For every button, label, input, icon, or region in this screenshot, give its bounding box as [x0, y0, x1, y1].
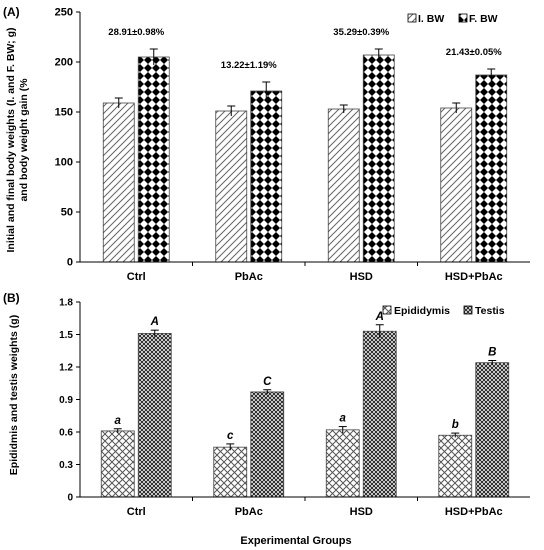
- x-tick-label: PbAc: [235, 506, 263, 518]
- bar-a-series0: [440, 107, 473, 263]
- y-tick-label: 0: [67, 257, 73, 269]
- significance-letter: c: [227, 430, 234, 442]
- gain-annotation: 35.29±0.39%: [333, 27, 389, 38]
- bar-b-series1: [250, 391, 285, 498]
- panel-label-b: (B): [3, 291, 20, 305]
- legend-label-testis: Testis: [475, 305, 505, 317]
- significance-letter: a: [115, 415, 122, 427]
- y-tick-label: 200: [55, 57, 73, 69]
- bars-a: 28.91±0.98% 13.22±1.19% 35.29±0.39% 21.43±0…: [102, 27, 508, 263]
- legend-b: Epididymis Testis: [382, 305, 505, 317]
- y-ticks-b: 0 0.3 0.6 0.9 1.2 1.5 1.8: [59, 298, 80, 504]
- gain-annotation: 13.22±1.19%: [221, 60, 277, 71]
- legend-swatch-epididymis: [382, 305, 392, 315]
- significance-letter: A: [375, 311, 384, 323]
- x-tick-label: PbAc: [235, 271, 263, 283]
- x-tick-label: HSD: [350, 271, 373, 283]
- significance-letter: A: [150, 316, 159, 328]
- x-ticks-a: Ctrl PbAc HSD HSD+PbAc: [127, 262, 503, 283]
- y-tick-label: 150: [55, 107, 73, 119]
- x-tick-label: Ctrl: [127, 506, 146, 518]
- y-tick-label: 0.6: [59, 428, 73, 439]
- legend-a: I. BW F. BW: [407, 13, 498, 25]
- legend-swatch-fbw: [458, 13, 468, 23]
- x-axis-label-b: Experimental Groups: [240, 535, 351, 547]
- y-axis-label-a-line1: Initial and final body weights (I. and F…: [5, 28, 17, 253]
- y-axis-label-a-line2: and body weight gain (%: [18, 78, 30, 202]
- panel-label-a: (A): [3, 5, 20, 19]
- bar-b-series0: [100, 430, 135, 498]
- gain-annotation: 21.43±0.05%: [446, 47, 502, 58]
- legend-label-ibw: I. BW: [418, 13, 444, 25]
- y-tick-label: 0.3: [59, 460, 73, 471]
- bars-b: a c a b A C A B: [100, 311, 510, 498]
- bar-a-series1: [475, 74, 508, 263]
- bar-b-series0: [325, 429, 360, 498]
- legend-label-fbw: F. BW: [469, 13, 498, 25]
- y-tick-label: 1.5: [59, 330, 73, 341]
- bar-a-series0: [102, 102, 135, 263]
- x-tick-label: HSD+PbAc: [445, 506, 503, 518]
- y-tick-label: 1.2: [59, 363, 73, 374]
- bar-b-series1: [362, 330, 397, 498]
- y-tick-label: 250: [55, 7, 73, 19]
- bar-a-series0: [215, 110, 248, 263]
- bar-a-series1: [137, 56, 170, 263]
- bar-a-series0: [327, 108, 360, 263]
- bar-b-series0: [438, 434, 473, 498]
- x-tick-label: Ctrl: [127, 271, 146, 283]
- bar-a-series1: [250, 90, 283, 263]
- y-ticks-a: 0 50 100 150 200 250: [55, 7, 80, 269]
- y-tick-label: 1.8: [59, 298, 73, 309]
- gain-annotation: 28.91±0.98%: [108, 27, 164, 38]
- bar-b-series1: [475, 362, 510, 498]
- y-tick-label: 50: [61, 207, 73, 219]
- bar-b-series0: [213, 446, 248, 498]
- bar-a-series1: [362, 54, 395, 263]
- legend-swatch-testis: [463, 305, 473, 315]
- panel-b: (B) Epididmis and testis weights (g) 0 0.…: [3, 291, 530, 547]
- significance-letter: b: [452, 419, 459, 431]
- y-tick-label: 100: [55, 157, 73, 169]
- y-axis-label-b: Epididmis and testis weights (g): [8, 315, 20, 475]
- bar-b-series1: [137, 333, 172, 498]
- panel-a: (A) Initial and final body weights (I. a…: [3, 5, 530, 283]
- legend-label-epididymis: Epididymis: [394, 305, 450, 317]
- legend-swatch-ibw: [407, 13, 417, 23]
- x-ticks-b: Ctrl PbAc HSD HSD+PbAc: [127, 497, 503, 518]
- y-tick-label: 0: [67, 493, 73, 504]
- significance-letter: C: [263, 376, 272, 388]
- y-tick-label: 0.9: [59, 395, 73, 406]
- significance-letter: B: [488, 347, 496, 359]
- x-tick-label: HSD+PbAc: [445, 271, 503, 283]
- x-tick-label: HSD: [350, 506, 373, 518]
- significance-letter: a: [340, 413, 347, 425]
